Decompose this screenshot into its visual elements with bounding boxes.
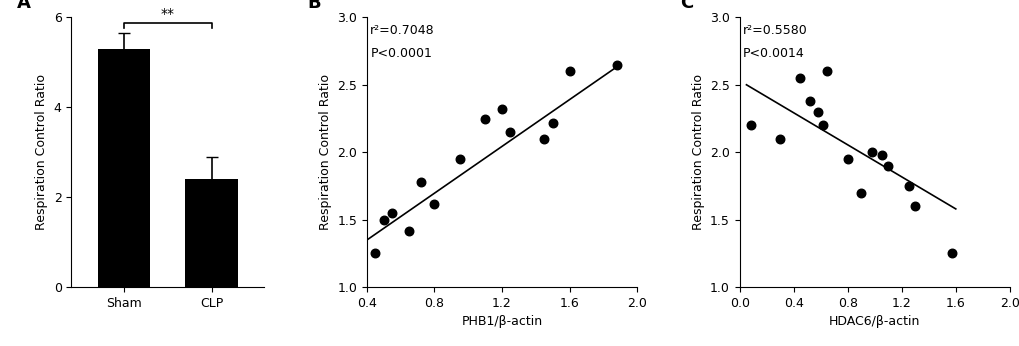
Point	[852, 190, 868, 195]
Bar	[185, 179, 237, 287]
Y-axis label: Respiration Control Ratio: Respiration Control Ratio	[319, 74, 331, 230]
Point	[900, 183, 916, 189]
Y-axis label: Respiration Control Ratio: Respiration Control Ratio	[35, 74, 48, 230]
Point	[544, 120, 560, 125]
Point	[451, 156, 468, 162]
Point	[536, 136, 552, 142]
Point	[413, 179, 429, 185]
Text: C: C	[680, 0, 693, 12]
Text: r²=0.7048: r²=0.7048	[370, 24, 434, 37]
X-axis label: PHB1/β-actin: PHB1/β-actin	[461, 316, 542, 328]
Text: **: **	[161, 7, 174, 21]
Point	[501, 129, 518, 135]
Point	[400, 228, 417, 233]
Point	[384, 210, 400, 216]
Point	[943, 251, 959, 256]
Point	[493, 106, 510, 112]
Point	[792, 75, 808, 81]
Y-axis label: Respiration Control Ratio: Respiration Control Ratio	[691, 74, 704, 230]
Text: A: A	[17, 0, 32, 12]
Point	[608, 62, 625, 67]
Point	[839, 156, 855, 162]
Point	[426, 201, 442, 206]
Point	[367, 251, 383, 256]
Text: P<0.0014: P<0.0014	[742, 47, 803, 60]
Point	[771, 136, 788, 142]
Point	[814, 122, 830, 128]
Bar	[98, 49, 150, 287]
Point	[560, 69, 577, 74]
Point	[375, 217, 391, 222]
Point	[801, 98, 817, 104]
Text: r²=0.5580: r²=0.5580	[742, 24, 806, 37]
Text: P<0.0001: P<0.0001	[370, 47, 432, 60]
Point	[879, 163, 896, 169]
Text: B: B	[308, 0, 321, 12]
Point	[872, 152, 889, 158]
Point	[818, 69, 835, 74]
Point	[809, 109, 825, 115]
Point	[863, 149, 879, 155]
X-axis label: HDAC6/β-actin: HDAC6/β-actin	[828, 316, 919, 328]
Point	[906, 203, 922, 209]
Point	[477, 116, 493, 121]
Point	[742, 122, 758, 128]
